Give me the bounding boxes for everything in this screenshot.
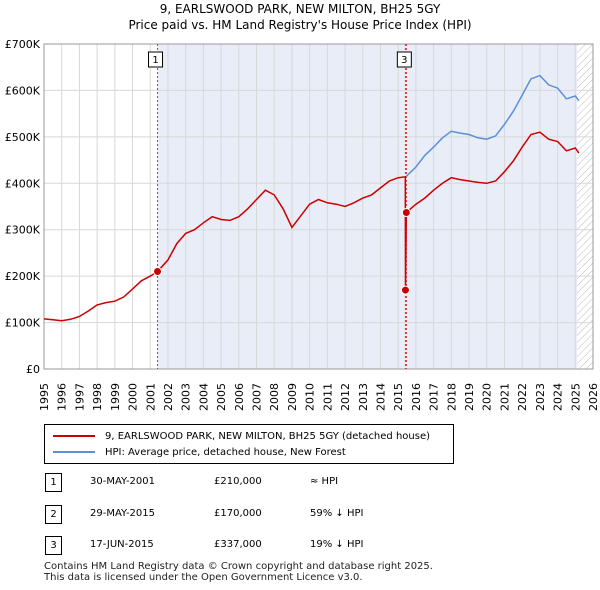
legend-line-hpi: [53, 451, 95, 453]
sale-number-badge: 2: [45, 505, 62, 524]
x-tick-label: 2023: [534, 383, 547, 411]
sale-point: [401, 208, 411, 218]
x-tick-label: 2009: [286, 383, 299, 411]
x-tick-label: 2001: [144, 383, 157, 411]
y-tick-label: £500K: [5, 131, 41, 144]
x-tick-label: 2021: [498, 383, 511, 411]
x-tick-label: 2000: [127, 383, 140, 411]
chart-marker-label: 1: [152, 55, 158, 66]
legend-item-hpi: HPI: Average price, detached house, New …: [53, 445, 346, 459]
sale-point: [400, 285, 410, 295]
x-tick-label: 2015: [392, 383, 405, 411]
x-tick-label: 2004: [197, 383, 210, 411]
x-tick-label: 2018: [445, 383, 458, 411]
sale-date: 17-JUN-2015: [90, 539, 154, 550]
chart-subtitle: Price paid vs. HM Land Registry's House …: [128, 18, 471, 32]
x-tick-label: 1997: [73, 383, 86, 411]
y-tick-label: £200K: [5, 270, 41, 283]
y-tick-label: £700K: [5, 38, 41, 51]
property-price-line: [43, 131, 580, 322]
x-tick-label: 2024: [552, 383, 565, 411]
chart-marker-label: 3: [401, 55, 407, 66]
x-tick-label: 2006: [233, 383, 246, 411]
x-tick-label: 2011: [321, 383, 334, 411]
x-tick-label: 2014: [374, 383, 387, 411]
x-tick-label: 2002: [162, 383, 175, 411]
footer-line-copyright: Contains HM Land Registry data © Crown c…: [44, 561, 433, 572]
chart-title: 9, EARLSWOOD PARK, NEW MILTON, BH25 5GY: [160, 2, 441, 16]
table-row: 3 17-JUN-2015 £337,000 19% ↓ HPI: [40, 536, 410, 556]
table-row: 2 29-MAY-2015 £170,000 59% ↓ HPI: [40, 505, 410, 525]
y-tick-label: £600K: [5, 84, 41, 97]
x-tick-label: 2013: [357, 383, 370, 411]
x-tick-label: 2019: [463, 383, 476, 411]
x-tick-label: 1998: [91, 383, 104, 411]
x-tick-label: 2022: [516, 383, 529, 411]
price-chart: 9, EARLSWOOD PARK, NEW MILTON, BH25 5GY …: [5, 2, 600, 411]
sale-price: £210,000: [214, 476, 262, 487]
chart-marker-box: [396, 51, 412, 68]
shaded-ownership-region: [157, 44, 578, 369]
future-hatched-region: [577, 44, 593, 369]
legend-label-hpi: HPI: Average price, detached house, New …: [105, 446, 346, 458]
table-row: 1 30-MAY-2001 £210,000 ≈ HPI: [40, 473, 410, 493]
footer-attribution: Contains HM Land Registry data © Crown c…: [44, 561, 433, 583]
sale-hpi-relation: 19% ↓ HPI: [310, 539, 364, 550]
y-tick-label: £400K: [5, 177, 41, 190]
legend-line-property: [53, 435, 95, 437]
chart-marker-box: [148, 51, 164, 68]
x-tick-label: 2012: [339, 383, 352, 411]
sale-date: 29-MAY-2015: [90, 508, 156, 519]
x-tick-label: 2008: [268, 383, 281, 411]
x-tick-label: 2010: [304, 383, 317, 411]
x-tick-label: 2016: [410, 383, 423, 411]
sale-date: 30-MAY-2001: [90, 476, 156, 487]
x-tick-label: 1995: [38, 383, 51, 411]
y-tick-label: £300K: [5, 224, 41, 237]
x-tick-label: 1999: [109, 383, 122, 411]
chart-legend: 9, EARLSWOOD PARK, NEW MILTON, BH25 5GY …: [44, 424, 454, 464]
x-tick-label: 2005: [215, 383, 228, 411]
legend-label-property: 9, EARLSWOOD PARK, NEW MILTON, BH25 5GY …: [105, 430, 431, 442]
sale-number-badge: 3: [45, 536, 62, 555]
sale-price: £337,000: [214, 539, 262, 550]
footer-line-licence: This data is licensed under the Open Gov…: [44, 572, 363, 583]
sale-hpi-relation: ≈ HPI: [310, 476, 339, 487]
plot-frame: [43, 43, 594, 370]
sale-point: [153, 267, 163, 276]
y-tick-label: £100K: [5, 317, 41, 330]
x-tick-label: 2003: [180, 383, 193, 411]
x-tick-label: 2026: [587, 383, 600, 411]
x-tick-label: 2020: [481, 383, 494, 411]
x-tick-label: 2025: [569, 383, 582, 411]
legend-item-property: 9, EARLSWOOD PARK, NEW MILTON, BH25 5GY …: [53, 429, 430, 443]
x-tick-label: 1996: [56, 383, 69, 411]
x-tick-label: 2017: [428, 383, 441, 411]
sale-hpi-relation: 59% ↓ HPI: [310, 508, 364, 519]
sale-price: £170,000: [214, 508, 262, 519]
hpi-line: [405, 74, 580, 177]
x-tick-label: 2007: [251, 383, 264, 411]
y-tick-label: £0: [26, 363, 40, 376]
sale-number-badge: 1: [45, 473, 62, 492]
